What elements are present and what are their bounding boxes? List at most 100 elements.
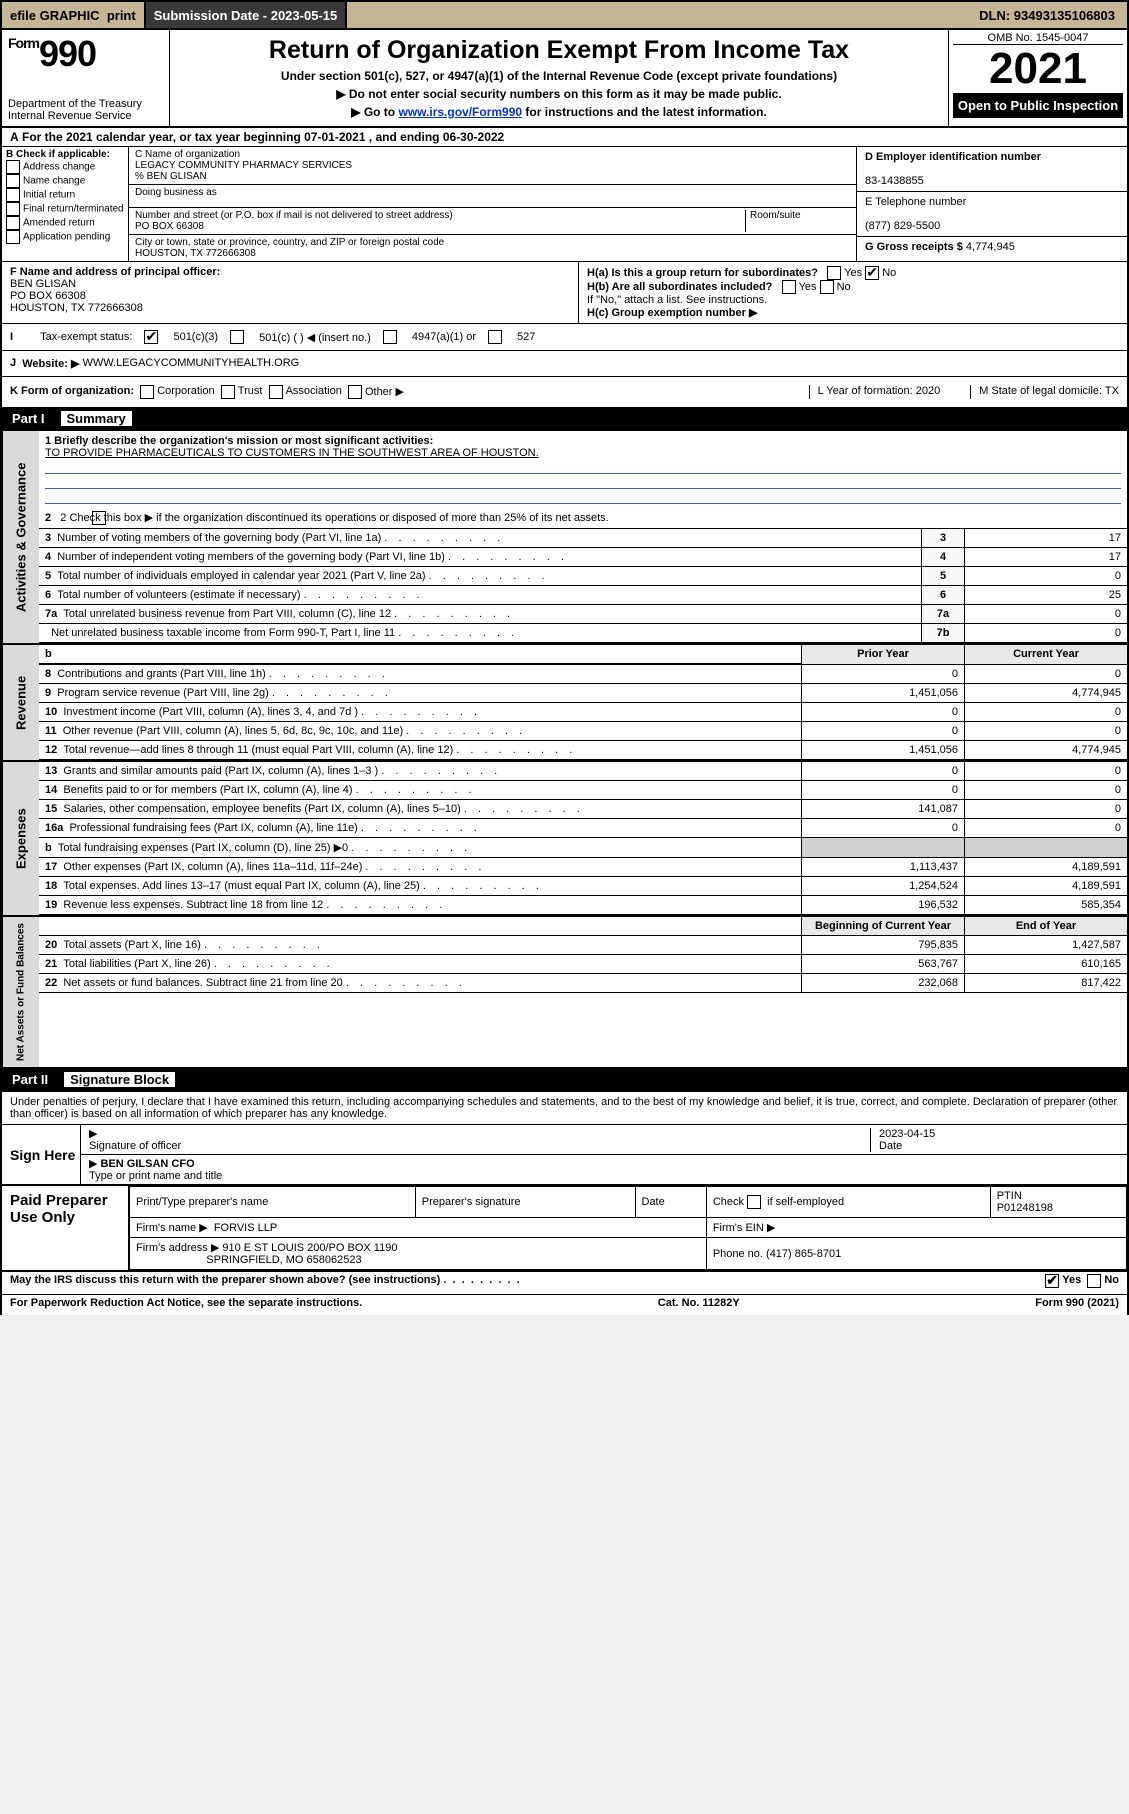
row-a-tax-year: A For the 2021 calendar year, or tax yea… bbox=[0, 128, 1129, 147]
chk-ha-yes[interactable] bbox=[827, 266, 841, 280]
line-value: 0 bbox=[965, 624, 1128, 643]
sub3-pre: Go to bbox=[364, 105, 399, 119]
table-row: 6 Total number of volunteers (estimate i… bbox=[39, 586, 922, 605]
chk-line2[interactable] bbox=[92, 511, 106, 525]
table-row: 20 Total assets (Part X, line 16) bbox=[39, 936, 802, 955]
part1-title: Summary bbox=[61, 411, 132, 426]
chk-assoc[interactable] bbox=[269, 385, 283, 399]
subtitle-3: ▶ Go to www.irs.gov/Form990 for instruct… bbox=[178, 105, 940, 119]
chk-4947[interactable] bbox=[383, 330, 397, 344]
chk-self-employed[interactable] bbox=[747, 1195, 761, 1209]
row-k-form-org: K Form of organization: Corporation Trus… bbox=[0, 377, 1129, 408]
prior-value: 1,113,437 bbox=[802, 858, 965, 877]
header-right: OMB No. 1545-0047 2021 Open to Public In… bbox=[948, 30, 1127, 126]
lbl-other: Other ▶ bbox=[365, 385, 404, 399]
column-d: D Employer identification number 83-1438… bbox=[856, 147, 1127, 261]
chk-other[interactable] bbox=[348, 385, 362, 399]
ptin-value: P01248198 bbox=[997, 1202, 1053, 1214]
chk-discuss-yes[interactable] bbox=[1045, 1274, 1059, 1288]
top-toolbar: efile GRAPHIC print Submission Date - 20… bbox=[0, 0, 1129, 30]
chk-application-pending[interactable] bbox=[6, 230, 20, 244]
sub3-post: for instructions and the latest informat… bbox=[522, 105, 767, 119]
firm-phone: (417) 865-8701 bbox=[766, 1248, 841, 1260]
part2-title: Signature Block bbox=[64, 1072, 175, 1087]
sig-officer-label: Signature of officer bbox=[89, 1140, 181, 1152]
mission-block: 1 Briefly describe the organization's mi… bbox=[39, 431, 1127, 508]
street-value: PO BOX 66308 bbox=[135, 221, 204, 232]
line2: 2 2 Check this box ▶ if the organization… bbox=[39, 508, 1127, 529]
chk-hb-no[interactable] bbox=[820, 280, 834, 294]
section-governance: Activities & Governance 1 Briefly descri… bbox=[0, 431, 1129, 645]
irs-label: Internal Revenue Service bbox=[8, 110, 163, 122]
city-value: HOUSTON, TX 772666308 bbox=[135, 248, 256, 259]
current-value: 1,427,587 bbox=[965, 936, 1128, 955]
part2-label: Part II bbox=[12, 1072, 48, 1087]
lbl-trust: Trust bbox=[238, 385, 263, 399]
chk-ha-no[interactable] bbox=[865, 266, 879, 280]
chk-527[interactable] bbox=[488, 330, 502, 344]
chk-hb-yes[interactable] bbox=[782, 280, 796, 294]
form-990-page: efile GRAPHIC print Submission Date - 20… bbox=[0, 0, 1129, 1315]
header-left: Form990 Department of the Treasury Inter… bbox=[2, 30, 170, 126]
paid-preparer-block: Paid Preparer Use Only Print/Type prepar… bbox=[0, 1186, 1129, 1272]
table-row: 15 Salaries, other compensation, employe… bbox=[39, 800, 802, 819]
current-value: 4,189,591 bbox=[965, 858, 1128, 877]
omb-number: OMB No. 1545-0047 bbox=[953, 32, 1123, 44]
chk-amended-return[interactable] bbox=[6, 216, 20, 230]
lbl-501c: 501(c) ( ) ◀ (insert no.) bbox=[259, 331, 371, 344]
print-button[interactable]: print bbox=[107, 8, 136, 23]
row-i-tax-status: I Tax-exempt status: 501(c)(3) 501(c) ( … bbox=[0, 324, 1129, 351]
chk-address-change[interactable] bbox=[6, 160, 20, 174]
table-row: 8 Contributions and grants (Part VIII, l… bbox=[39, 664, 802, 684]
block-fh: F Name and address of principal officer:… bbox=[0, 262, 1129, 324]
prior-value: 0 bbox=[802, 722, 965, 741]
year-formation: L Year of formation: 2020 bbox=[809, 385, 941, 399]
chk-corp[interactable] bbox=[140, 385, 154, 399]
lbl-assoc: Association bbox=[286, 385, 342, 399]
footer-left: For Paperwork Reduction Act Notice, see … bbox=[10, 1297, 362, 1309]
prior-value: 196,532 bbox=[802, 896, 965, 915]
tax-year: 2021 bbox=[953, 44, 1123, 94]
prior-value: 795,835 bbox=[802, 936, 965, 955]
open-to-public: Open to Public Inspection bbox=[953, 94, 1123, 118]
sig-name-label: Type or print name and title bbox=[89, 1170, 222, 1182]
self-emp-text: if self-employed bbox=[767, 1196, 844, 1208]
lbl-4947: 4947(a)(1) or bbox=[412, 331, 476, 343]
firm-addr2: SPRINGFIELD, MO 658062523 bbox=[206, 1254, 361, 1266]
check-word: Check bbox=[713, 1196, 744, 1208]
chk-name-change[interactable] bbox=[6, 174, 20, 188]
prior-value bbox=[802, 838, 965, 858]
line-box: 5 bbox=[922, 567, 965, 586]
exp-table: 13 Grants and similar amounts paid (Part… bbox=[39, 762, 1127, 915]
form-990-number: 990 bbox=[39, 33, 96, 74]
chk-discuss-no[interactable] bbox=[1087, 1274, 1101, 1288]
current-value: 4,189,591 bbox=[965, 877, 1128, 896]
gross-receipts-cell: G Gross receipts $ 4,774,945 bbox=[857, 237, 1127, 257]
irs-link[interactable]: www.irs.gov/Form990 bbox=[398, 105, 522, 119]
table-row: 9 Program service revenue (Part VIII, li… bbox=[39, 684, 802, 703]
form-word: Form bbox=[8, 35, 39, 51]
chk-501c[interactable] bbox=[230, 330, 244, 344]
section-netassets: Net Assets or Fund Balances Beginning of… bbox=[0, 917, 1129, 1069]
table-row: b Total fundraising expenses (Part IX, c… bbox=[39, 838, 802, 858]
prior-value: 563,767 bbox=[802, 955, 965, 974]
row-j-website: J Website: ▶ WWW.LEGACYCOMMUNITYHEALTH.O… bbox=[0, 351, 1129, 377]
table-row: 14 Benefits paid to or for members (Part… bbox=[39, 781, 802, 800]
current-value: 0 bbox=[965, 762, 1128, 781]
chk-initial-return[interactable] bbox=[6, 188, 20, 202]
lbl-corp: Corporation bbox=[157, 385, 214, 399]
firm-name-label: Firm's name ▶ bbox=[136, 1222, 208, 1234]
line-value: 0 bbox=[965, 567, 1128, 586]
current-value: 4,774,945 bbox=[965, 741, 1128, 760]
prep-sig-hdr: Preparer's signature bbox=[415, 1187, 635, 1218]
row-a-text: For the 2021 calendar year, or tax year … bbox=[22, 130, 504, 144]
ptin-cell: PTIN P01248198 bbox=[990, 1187, 1126, 1218]
may-discuss-text: May the IRS discuss this return with the… bbox=[10, 1274, 440, 1288]
chk-final-return[interactable] bbox=[6, 202, 20, 216]
lbl-initial-return: Initial return bbox=[23, 190, 75, 201]
chk-trust[interactable] bbox=[221, 385, 235, 399]
lbl-application-pending: Application pending bbox=[23, 232, 110, 243]
chk-501c3[interactable] bbox=[144, 330, 158, 344]
room-suite-label: Room/suite bbox=[745, 210, 850, 232]
mission-label: 1 Briefly describe the organization's mi… bbox=[45, 435, 433, 447]
